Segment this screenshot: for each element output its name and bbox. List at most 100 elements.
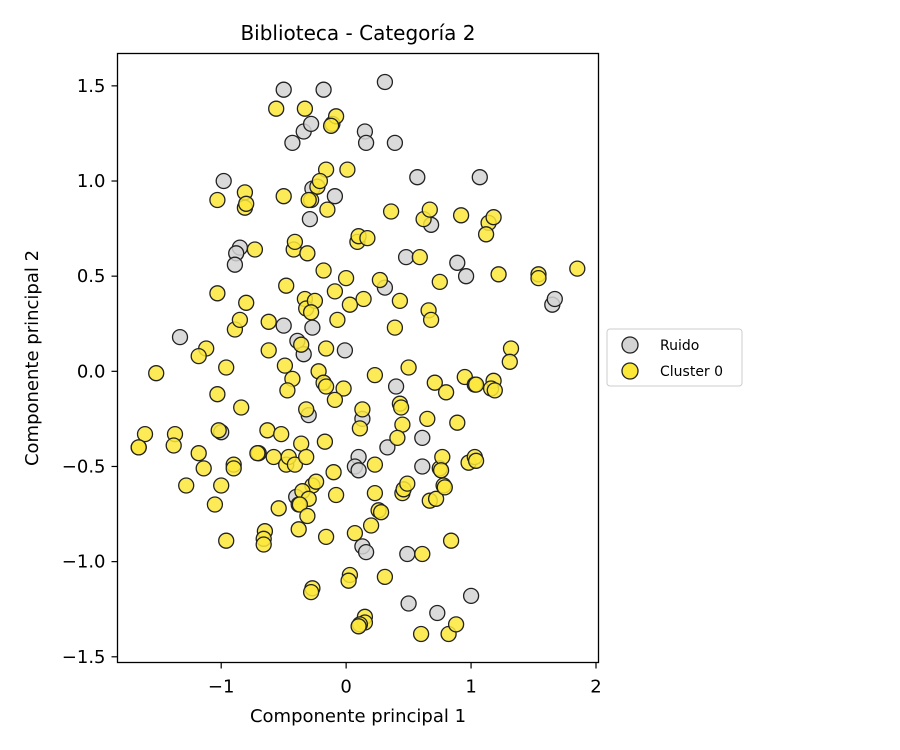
point-ruido-20 xyxy=(449,254,466,271)
point-cluster-0-161 xyxy=(302,583,320,601)
point-cluster-0-85 xyxy=(298,401,315,418)
point-cluster-0-102 xyxy=(273,425,290,443)
points-layer xyxy=(130,73,586,643)
point-cluster-0-146 xyxy=(317,528,335,546)
point-cluster-0-125 xyxy=(178,477,195,494)
point-cluster-0-109 xyxy=(225,460,242,477)
x-tick-label: 1 xyxy=(465,677,476,698)
point-ruido-35 xyxy=(414,429,431,447)
point-cluster-0-132 xyxy=(291,496,309,513)
point-ruido-19 xyxy=(397,248,415,266)
point-ruido-23 xyxy=(546,290,563,308)
y-tick-label: −0.5 xyxy=(62,456,106,477)
point-cluster-0-10 xyxy=(300,191,317,209)
point-cluster-0-136 xyxy=(366,484,384,502)
point-cluster-0-84 xyxy=(233,399,250,416)
point-cluster-0-12 xyxy=(209,191,226,209)
point-cluster-0-156 xyxy=(442,532,460,549)
point-ruido-10 xyxy=(471,169,488,186)
point-cluster-0-29 xyxy=(286,233,304,251)
chart-title: Biblioteca - Categoría 2 xyxy=(240,21,475,45)
point-cluster-0-115 xyxy=(286,456,304,473)
point-cluster-0-26 xyxy=(359,229,376,247)
point-cluster-0-76 xyxy=(467,376,485,393)
point-cluster-0-99 xyxy=(130,439,147,456)
point-cluster-0-111 xyxy=(249,445,266,462)
legend-label-ruido: Ruido xyxy=(660,338,699,354)
x-axis-label: Componente principal 1 xyxy=(250,706,466,727)
point-cluster-0-59 xyxy=(190,347,207,365)
point-ruido-14 xyxy=(301,210,319,228)
point-ruido-45 xyxy=(400,595,417,612)
point-cluster-0-90 xyxy=(392,399,410,416)
point-ruido-25 xyxy=(171,328,189,346)
point-cluster-0-92 xyxy=(419,410,436,428)
point-cluster-0-168 xyxy=(447,616,465,633)
point-cluster-0-50 xyxy=(238,294,255,311)
point-cluster-0-134 xyxy=(299,507,316,525)
point-cluster-0-4 xyxy=(322,117,340,134)
point-cluster-0-83 xyxy=(209,386,226,403)
point-ruido-36 xyxy=(379,439,396,456)
point-cluster-0-116 xyxy=(298,448,315,466)
point-cluster-0-126 xyxy=(213,477,230,494)
point-cluster-0-36 xyxy=(490,266,507,283)
point-cluster-0-30 xyxy=(299,245,316,262)
point-cluster-0-143 xyxy=(436,479,453,496)
point-cluster-0-17 xyxy=(382,203,400,220)
point-cluster-0-47 xyxy=(355,290,372,308)
point-ruido-46 xyxy=(429,604,446,622)
point-cluster-0-0 xyxy=(268,100,285,117)
point-cluster-0-145 xyxy=(290,521,307,538)
point-cluster-0-45 xyxy=(326,283,344,300)
point-ruido-8 xyxy=(302,115,320,133)
point-cluster-0-158 xyxy=(340,572,357,589)
point-cluster-0-103 xyxy=(293,435,310,452)
point-cluster-0-33 xyxy=(337,269,355,287)
point-cluster-0-69 xyxy=(317,378,335,395)
point-cluster-0-54 xyxy=(302,304,320,321)
y-tick-label: 0.5 xyxy=(77,266,106,287)
point-cluster-0-100 xyxy=(210,422,227,439)
point-cluster-0-148 xyxy=(362,517,380,534)
point-cluster-0-147 xyxy=(346,524,364,542)
point-cluster-0-57 xyxy=(386,319,404,336)
point-ruido-21 xyxy=(457,268,475,285)
y-axis: −1.5 −1.0 −0.5 0.0 0.5 1.0 1.5 xyxy=(62,76,118,668)
point-cluster-0-150 xyxy=(372,504,390,521)
point-cluster-0-118 xyxy=(366,456,384,473)
point-cluster-0-41 xyxy=(278,277,295,294)
y-tick-label: 1.5 xyxy=(77,76,106,97)
point-ruido-13 xyxy=(326,188,344,205)
point-cluster-0-93 xyxy=(437,384,455,401)
x-tick-label: 0 xyxy=(340,677,351,698)
y-tick-label: −1.5 xyxy=(62,647,106,668)
legend-label-cluster-0: Cluster 0 xyxy=(660,364,723,380)
point-cluster-0-105 xyxy=(389,429,406,447)
point-cluster-0-107 xyxy=(195,460,212,477)
point-ruido-27 xyxy=(304,319,321,336)
point-cluster-0-66 xyxy=(276,357,294,374)
legend-marker-cluster-0 xyxy=(621,362,639,380)
point-ruido-1 xyxy=(315,81,332,98)
point-ruido-7 xyxy=(386,134,404,152)
point-cluster-0-73 xyxy=(426,374,443,391)
point-ruido-18 xyxy=(226,256,244,273)
point-ruido-39 xyxy=(350,462,367,479)
point-cluster-0-31 xyxy=(411,248,428,266)
y-tick-label: 1.0 xyxy=(77,171,106,192)
point-cluster-0-159 xyxy=(376,568,394,586)
point-cluster-0-106 xyxy=(190,445,207,462)
point-cluster-0-52 xyxy=(231,311,249,329)
point-cluster-0-65 xyxy=(218,359,235,376)
point-cluster-0-39 xyxy=(569,260,586,277)
point-ruido-31 xyxy=(387,378,405,395)
point-cluster-0-72 xyxy=(400,359,417,376)
y-tick-label: −1.0 xyxy=(62,552,106,573)
x-tick-label: −1 xyxy=(208,677,235,698)
point-cluster-0-135 xyxy=(327,486,345,504)
point-cluster-0-155 xyxy=(414,545,431,563)
point-ruido-43 xyxy=(357,543,375,561)
x-tick-label: 2 xyxy=(590,677,601,698)
